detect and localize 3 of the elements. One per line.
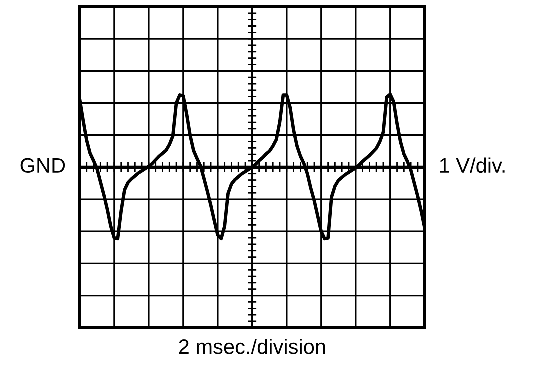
x-axis-title: 2 msec./division [179, 339, 326, 354]
text: 1 V/div. [440, 158, 505, 174]
text: GND [20, 158, 66, 174]
